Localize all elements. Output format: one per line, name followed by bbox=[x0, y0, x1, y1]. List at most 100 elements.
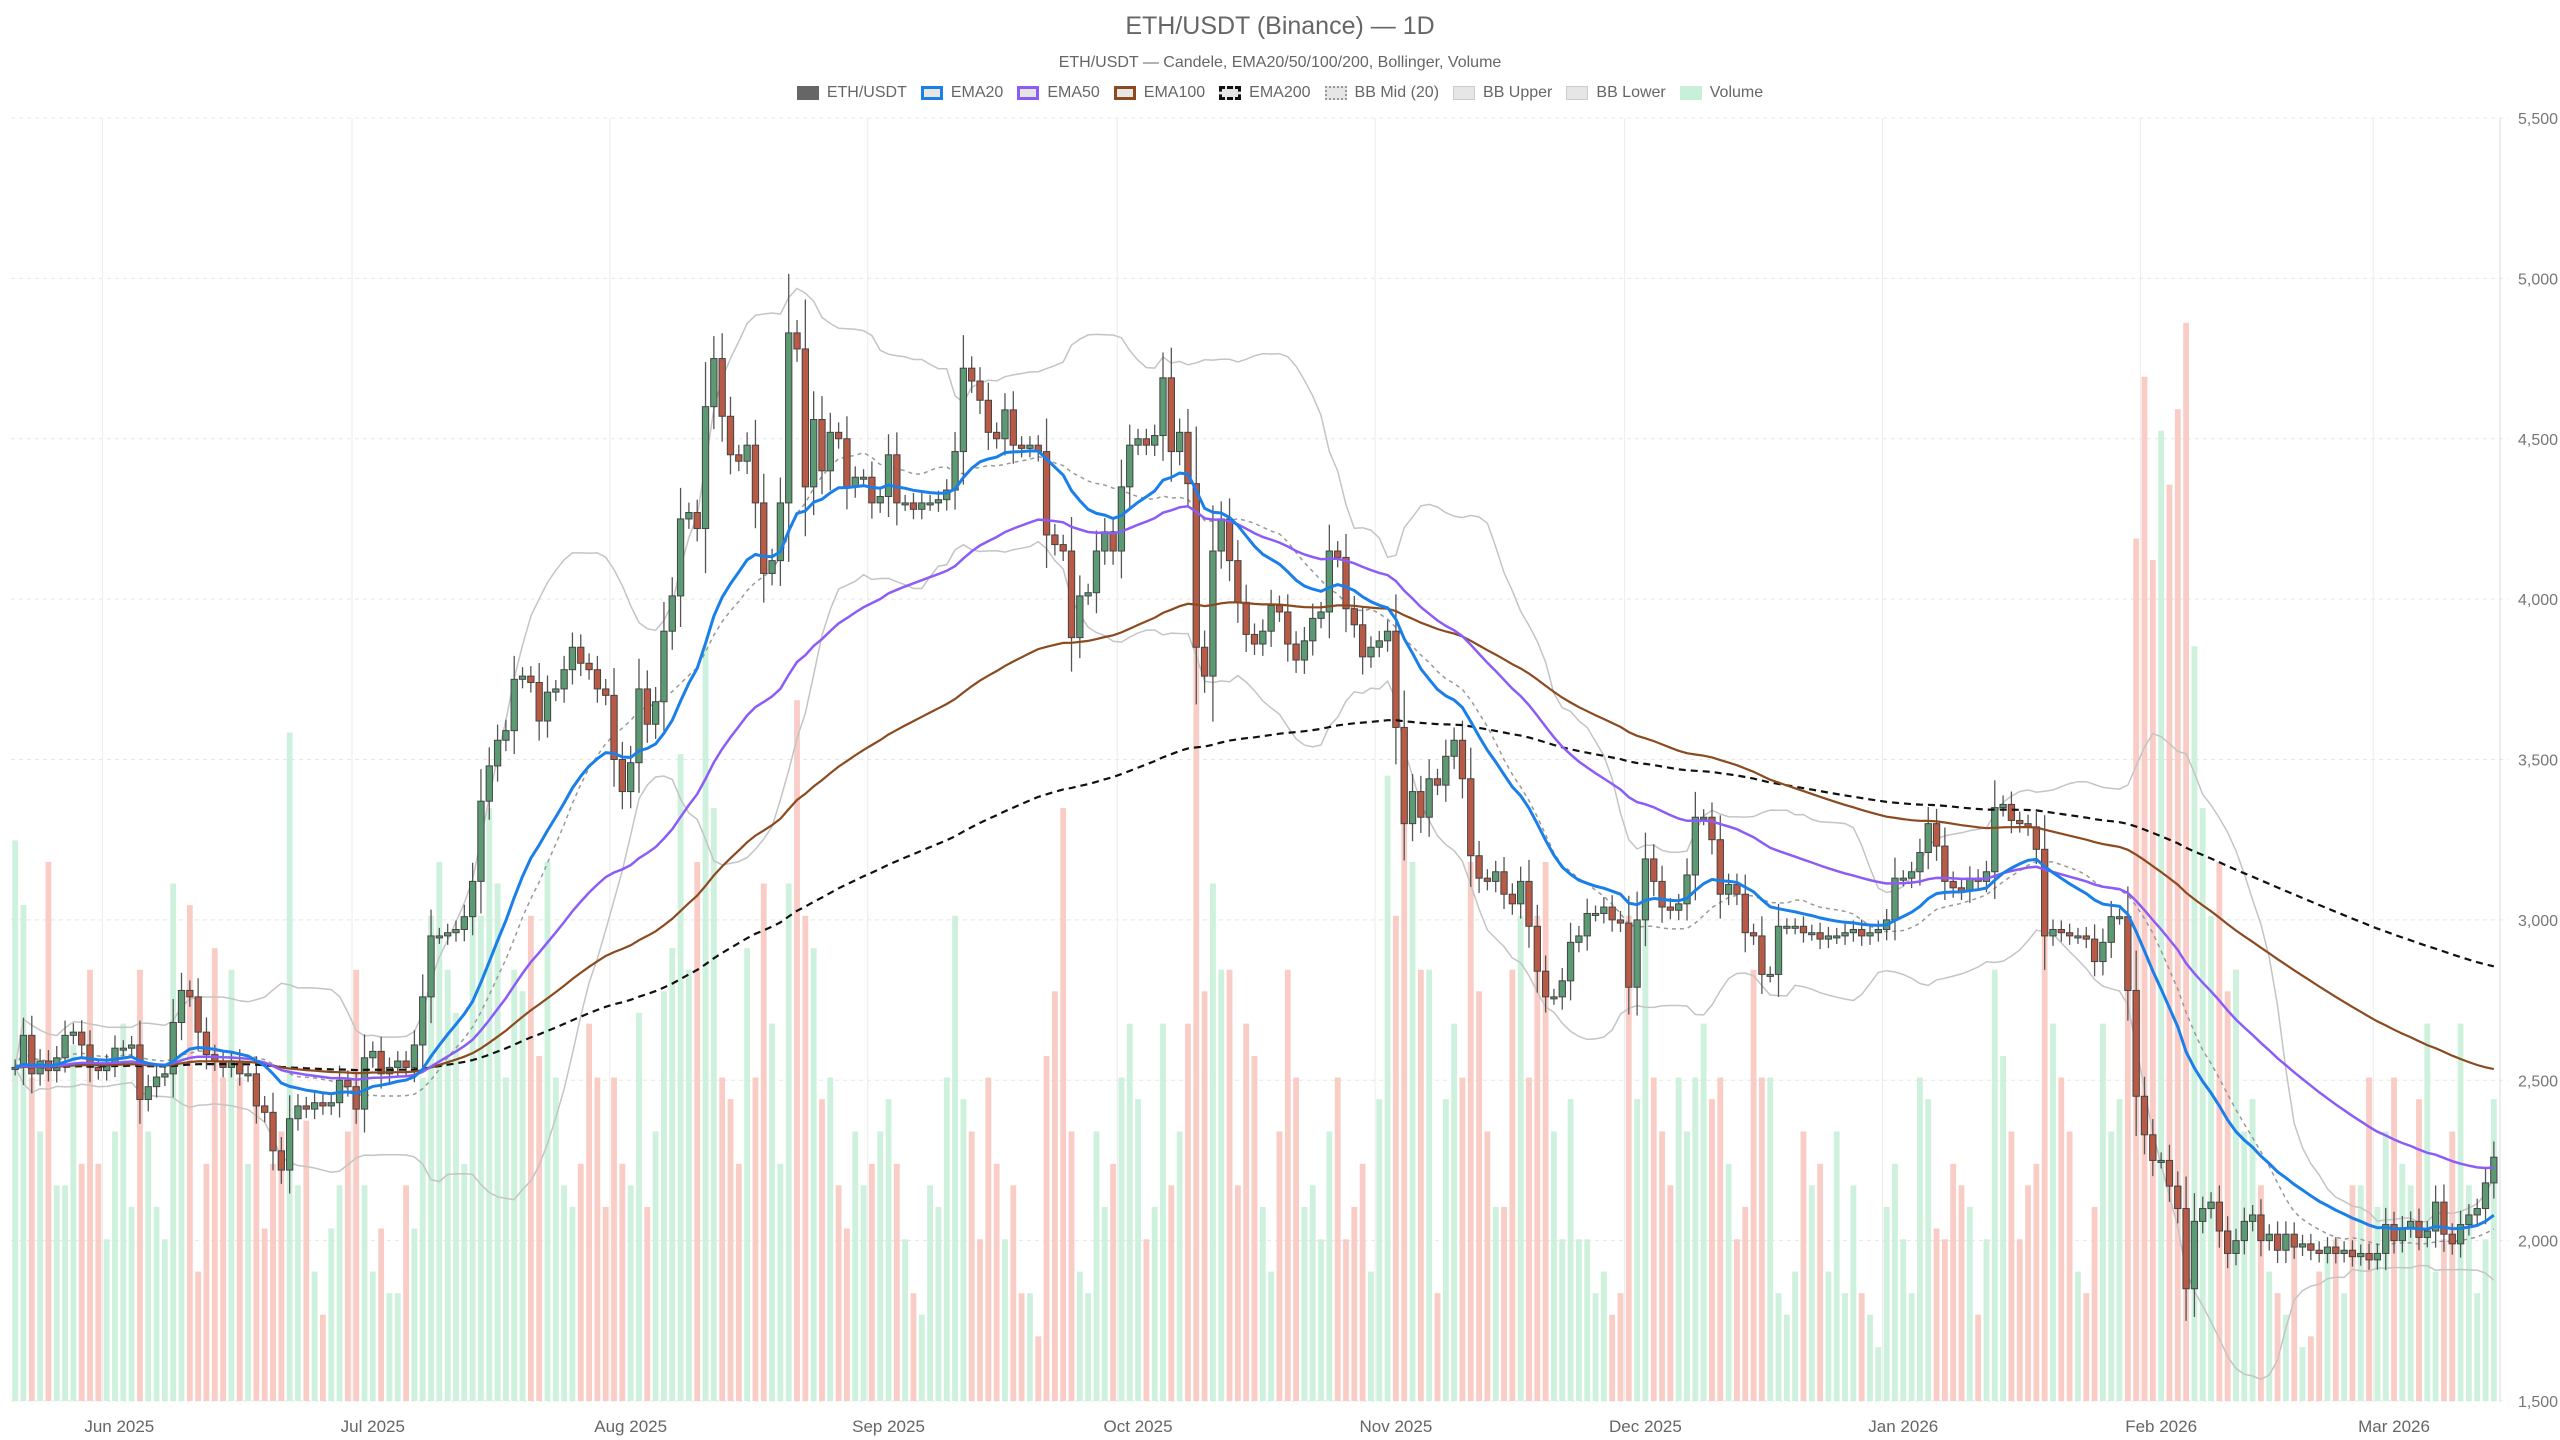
volume-bar bbox=[2083, 1293, 2090, 1401]
volume-bar bbox=[1501, 1206, 1507, 1401]
candle-body bbox=[419, 996, 427, 1046]
legend-item[interactable]: BB Lower bbox=[1566, 84, 1666, 102]
legend-item[interactable]: EMA100 bbox=[1113, 84, 1205, 102]
volume-bar bbox=[2324, 1250, 2331, 1401]
candle-body bbox=[410, 1044, 419, 1068]
candle-body bbox=[2456, 1224, 2465, 1245]
volume-bar bbox=[2241, 1131, 2248, 1401]
volume-bar bbox=[1168, 1185, 1175, 1401]
volume-bar bbox=[320, 1314, 326, 1401]
candle-body bbox=[801, 348, 810, 488]
candle-body bbox=[2199, 1208, 2207, 1222]
candle-body bbox=[1774, 925, 1783, 975]
volume-bar bbox=[1426, 969, 1433, 1401]
volume-bar bbox=[444, 969, 451, 1401]
candle-body bbox=[826, 431, 834, 472]
volume-bar bbox=[478, 915, 484, 1401]
volume-bar bbox=[2258, 1185, 2264, 1401]
volume-bar bbox=[1010, 1185, 1017, 1401]
candle-body bbox=[394, 1060, 402, 1068]
candle-body bbox=[444, 932, 452, 937]
volume-bar bbox=[1983, 1239, 1990, 1401]
candle-body bbox=[1126, 444, 1134, 488]
candle-body bbox=[1425, 778, 1433, 818]
candle-body bbox=[1916, 852, 1924, 873]
candle-body bbox=[452, 928, 460, 934]
volume-bar bbox=[2349, 1185, 2356, 1401]
volume-bar bbox=[1900, 1239, 1907, 1401]
volume-bar bbox=[2066, 1131, 2073, 1401]
candle-body bbox=[651, 701, 660, 725]
volume-bar bbox=[602, 1206, 609, 1401]
volume-bar bbox=[1750, 969, 1757, 1401]
candle-body bbox=[427, 935, 435, 998]
candle-body bbox=[1625, 922, 1633, 988]
candle-body bbox=[11, 1066, 19, 1070]
candle-body bbox=[884, 454, 893, 497]
candle-body bbox=[1325, 550, 1334, 613]
legend-item[interactable]: EMA200 bbox=[1219, 84, 1311, 102]
volume-bar bbox=[278, 1131, 285, 1401]
volume-bar bbox=[1592, 1293, 1599, 1401]
candle-body bbox=[1317, 611, 1325, 619]
volume-bar bbox=[1434, 1293, 1441, 1401]
volume-bar bbox=[1368, 1271, 1374, 1401]
chart-subtitle: ETH/USDT — Candele, EMA20/50/100/200, Bo… bbox=[1058, 54, 1502, 71]
volume-bar bbox=[1076, 1271, 1083, 1401]
volume-bar bbox=[727, 1099, 734, 1401]
chart-title: ETH/USDT (Binance) — 1D bbox=[1125, 12, 1435, 40]
candle-body bbox=[2423, 1230, 2431, 1238]
candle-body bbox=[1367, 646, 1375, 658]
candle-body bbox=[1242, 601, 1250, 635]
candle-body bbox=[1591, 912, 1600, 916]
x-tick-label: Sep 2025 bbox=[852, 1417, 925, 1436]
legend-item[interactable]: BB Mid (20) bbox=[1324, 84, 1439, 102]
volume-bar bbox=[586, 1023, 592, 1401]
volume-bar bbox=[1551, 1131, 1557, 1401]
candle-body bbox=[1442, 755, 1450, 786]
volume-bar bbox=[1767, 1077, 1774, 1401]
volume-bar bbox=[453, 1012, 459, 1401]
volume-bar bbox=[2266, 1271, 2273, 1401]
legend-item[interactable]: Volume bbox=[1679, 84, 1763, 102]
volume-bar bbox=[311, 1271, 318, 1401]
candle-body bbox=[510, 678, 518, 732]
candle-body bbox=[1650, 858, 1658, 882]
candle-body bbox=[1566, 941, 1575, 982]
volume-bar bbox=[369, 1271, 376, 1401]
x-tick-label: Nov 2025 bbox=[1360, 1417, 1433, 1436]
candle-body bbox=[859, 476, 868, 480]
volume-bar bbox=[1575, 1239, 1582, 1401]
volume-bar bbox=[735, 1163, 742, 1401]
candle-body bbox=[1383, 630, 1392, 642]
candle-body bbox=[1067, 550, 1076, 639]
volume-bar bbox=[1035, 1336, 1042, 1401]
candle-body bbox=[1716, 839, 1724, 895]
volume-bar bbox=[1301, 1206, 1308, 1401]
candle-body bbox=[1508, 893, 1517, 905]
legend-item[interactable]: BB Upper bbox=[1453, 84, 1552, 102]
volume-bar bbox=[1650, 1077, 1657, 1401]
candle-body bbox=[618, 759, 627, 793]
volume-bar bbox=[261, 1228, 268, 1401]
volume-bar bbox=[328, 1228, 335, 1401]
candle-body bbox=[760, 502, 768, 574]
volume-bar bbox=[2282, 1314, 2289, 1401]
candle-body bbox=[1749, 932, 1758, 937]
volume-bar bbox=[1692, 1077, 1699, 1401]
candle-body bbox=[1458, 739, 1467, 780]
volume-bar bbox=[2366, 1077, 2372, 1401]
legend-item[interactable]: EMA50 bbox=[1017, 84, 1100, 102]
volume-bar bbox=[669, 948, 676, 1401]
candle-body bbox=[2273, 1233, 2282, 1251]
volume-bar bbox=[1085, 1293, 1092, 1401]
candle-body bbox=[1541, 970, 1550, 998]
volume-bar bbox=[1709, 1099, 1715, 1401]
legend-item[interactable]: ETH/USDT bbox=[796, 84, 907, 102]
candle-body bbox=[1017, 444, 1026, 449]
legend-item[interactable]: EMA20 bbox=[920, 84, 1003, 102]
volume-bar bbox=[1484, 1131, 1491, 1401]
volume-bar bbox=[2474, 1293, 2481, 1401]
candle-body bbox=[1134, 438, 1142, 446]
